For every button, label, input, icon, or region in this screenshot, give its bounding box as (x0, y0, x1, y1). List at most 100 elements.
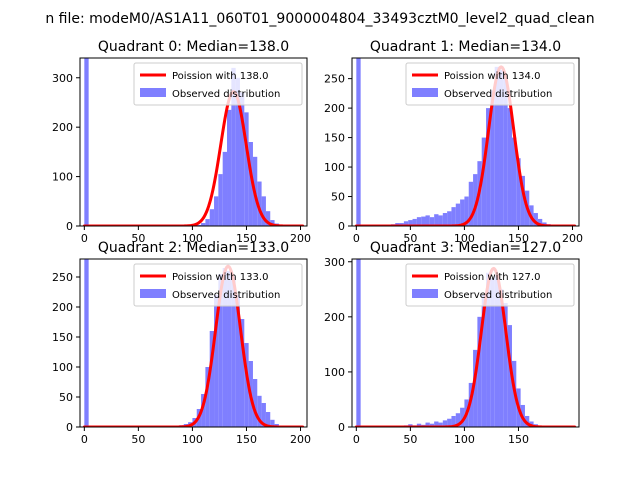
hist-bar (455, 413, 461, 427)
y-tick-label: 50 (331, 191, 345, 204)
y-tick-label: 100 (52, 171, 73, 184)
x-tick-label: 50 (131, 433, 145, 446)
hist-bar (438, 215, 443, 226)
hist-bar (218, 174, 223, 226)
y-tick-label: 100 (52, 361, 73, 374)
x-tick-label: 150 (236, 232, 257, 245)
hist-bar (84, 58, 89, 226)
hist-bar (84, 259, 89, 427)
hist-bar (464, 196, 469, 226)
hist-bar (434, 421, 439, 427)
hist-bar (481, 137, 487, 226)
plot-area (82, 58, 305, 226)
legend: Poission with 134.0 Observed distribution (405, 62, 575, 106)
y-tick-label: 300 (52, 72, 73, 85)
y-tick-label: 250 (52, 271, 73, 284)
hist-bar (257, 181, 262, 226)
x-tick-label: 200 (290, 232, 311, 245)
hist-bar (490, 90, 495, 226)
hist-bar (507, 108, 512, 226)
hist-bar (270, 419, 275, 427)
legend-hist-swatch (412, 289, 438, 298)
legend-line-label: Poission with 138.0 (172, 71, 268, 82)
hist-bar (477, 316, 482, 427)
x-tick-label: 150 (508, 433, 529, 446)
hist-bar (403, 221, 409, 226)
legend-hist-swatch (140, 88, 166, 97)
y-tick-label: 200 (324, 102, 345, 115)
legend-line-label: Poission with 134.0 (444, 71, 540, 82)
hist-bar (425, 215, 430, 226)
x-tick-label: 150 (236, 433, 257, 446)
legend-box (405, 263, 575, 307)
hist-bar (451, 207, 456, 226)
hist-bar (270, 220, 275, 226)
hist-bar (209, 209, 215, 226)
hist-bar (490, 278, 495, 427)
hist-bar (201, 394, 206, 427)
hist-bar (227, 271, 232, 427)
hist-bar (244, 112, 249, 226)
poisson-curve (354, 65, 577, 226)
y-tick-label: 250 (324, 73, 345, 86)
hist-bar (261, 196, 266, 226)
axes-frame (79, 57, 308, 227)
hist-bar (507, 325, 512, 427)
x-tick-label: 200 (562, 232, 583, 245)
hist-bar (227, 109, 232, 226)
hist-bar (239, 92, 245, 226)
hist-bar (252, 379, 258, 427)
y-tick-label: 0 (338, 421, 345, 434)
legend: Poission with 127.0 Observed distribution (405, 263, 575, 307)
hist-bar (537, 218, 543, 226)
hist-bar (447, 418, 452, 427)
hist-bar (442, 420, 448, 427)
panel-0: 0 50 100 150 200 0 100 200 300 Quadrant 0: Median… (52, 39, 311, 245)
hist-bar (460, 407, 465, 427)
x-tick-label: 100 (182, 232, 203, 245)
y-tick-label: 150 (52, 331, 73, 344)
hist-bar (503, 303, 508, 427)
hist-bar (205, 367, 210, 427)
y-tick-label: 100 (324, 161, 345, 174)
axes-frame (351, 57, 580, 227)
x-tick-label: 0 (81, 433, 88, 446)
x-tick-label: 50 (403, 232, 417, 245)
y-tick-label: 200 (324, 311, 345, 324)
hist-bar (416, 423, 422, 427)
y-tick-label: 0 (66, 220, 73, 233)
hist-bar (222, 268, 228, 427)
hist-bar (201, 223, 206, 226)
hist-bar (265, 412, 271, 427)
legend-hist-label: Observed distribution (172, 89, 280, 100)
hist-bar (460, 199, 465, 226)
x-tick-label: 100 (454, 433, 475, 446)
y-tick-label: 50 (59, 391, 73, 404)
hist-bar (235, 77, 240, 226)
hist-bar (434, 214, 439, 226)
hist-bar (261, 403, 266, 427)
x-tick-label: 100 (454, 232, 475, 245)
axes-frame (79, 258, 308, 428)
panel-2: 0 50 100 150 200 0 50 100 150 200 250 Quadrant 2: M… (52, 240, 311, 446)
x-tick-label: 0 (353, 232, 360, 245)
legend-hist-label: Observed distribution (172, 290, 280, 301)
y-tick-label: 150 (324, 132, 345, 145)
x-tick-label: 0 (81, 232, 88, 245)
legend-box (133, 62, 303, 106)
legend-hist-label: Observed distribution (444, 290, 552, 301)
hist-bar (520, 175, 525, 226)
poisson-curve (82, 90, 305, 226)
hist-bar (425, 422, 430, 427)
hist-bar (205, 219, 210, 226)
hist-bar (214, 295, 219, 427)
hist-bar (356, 58, 361, 226)
hist-bar (408, 220, 413, 226)
hist-bar (516, 158, 521, 226)
hist-bar (416, 217, 422, 226)
panel-1: 0 50 100 150 200 0 50 100 150 200 250 Quadrant 1: M… (324, 39, 583, 245)
hist-bar (257, 395, 262, 427)
panel-title: Quadrant 0: Median=138.0 (98, 39, 289, 55)
x-tick-label: 150 (508, 232, 529, 245)
